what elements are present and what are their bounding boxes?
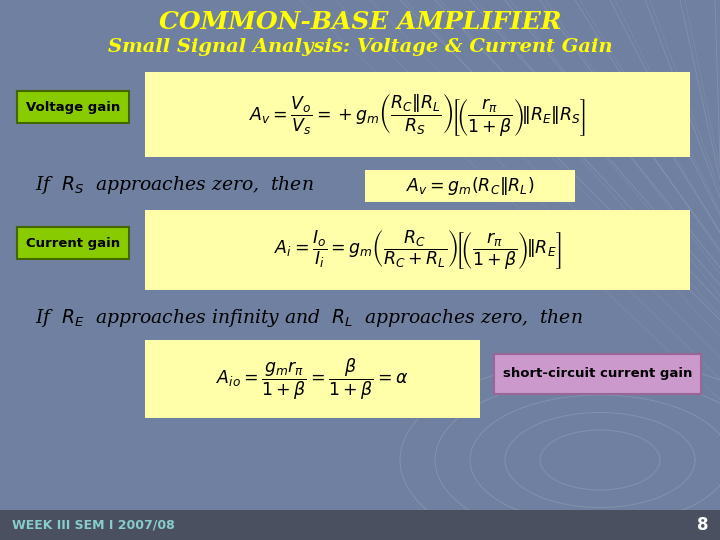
- FancyBboxPatch shape: [17, 91, 129, 123]
- Text: COMMON-BASE AMPLIFIER: COMMON-BASE AMPLIFIER: [158, 10, 562, 34]
- Text: If  $R_E$  approaches infinity and  $R_L$  approaches zero,  then: If $R_E$ approaches infinity and $R_L$ a…: [35, 307, 582, 329]
- Text: Small Signal Analysis: Voltage & Current Gain: Small Signal Analysis: Voltage & Current…: [108, 38, 612, 56]
- FancyBboxPatch shape: [145, 72, 690, 157]
- FancyBboxPatch shape: [17, 227, 129, 259]
- FancyBboxPatch shape: [145, 210, 690, 290]
- Text: Voltage gain: Voltage gain: [26, 100, 120, 113]
- Text: short-circuit current gain: short-circuit current gain: [503, 368, 692, 381]
- Text: WEEK III SEM I 2007/08: WEEK III SEM I 2007/08: [12, 518, 175, 531]
- Text: Current gain: Current gain: [26, 237, 120, 249]
- FancyBboxPatch shape: [365, 170, 575, 202]
- Text: 8: 8: [696, 516, 708, 534]
- Text: If  $R_S$  approaches zero,  then: If $R_S$ approaches zero, then: [35, 174, 314, 196]
- Bar: [0, 510, 720, 540]
- Text: $A_v = g_m(R_C\|R_L)$: $A_v = g_m(R_C\|R_L)$: [406, 175, 534, 197]
- Text: $A_{io} = \dfrac{g_m r_\pi}{1+\beta} = \dfrac{\beta}{1+\beta} = \alpha$: $A_{io} = \dfrac{g_m r_\pi}{1+\beta} = \…: [216, 356, 409, 402]
- FancyBboxPatch shape: [494, 354, 701, 394]
- FancyBboxPatch shape: [145, 340, 480, 418]
- Text: $A_i = \dfrac{I_o}{I_i} = g_m\left(\dfrac{R_C}{R_C+R_L}\right)\!\left[\!\left(\d: $A_i = \dfrac{I_o}{I_i} = g_m\left(\dfra…: [274, 228, 562, 272]
- Text: $A_v = \dfrac{V_o}{V_s} = +g_m\left(\dfrac{R_C\|R_L}{R_S}\right)\!\left[\!\left(: $A_v = \dfrac{V_o}{V_s} = +g_m\left(\dfr…: [249, 91, 586, 138]
